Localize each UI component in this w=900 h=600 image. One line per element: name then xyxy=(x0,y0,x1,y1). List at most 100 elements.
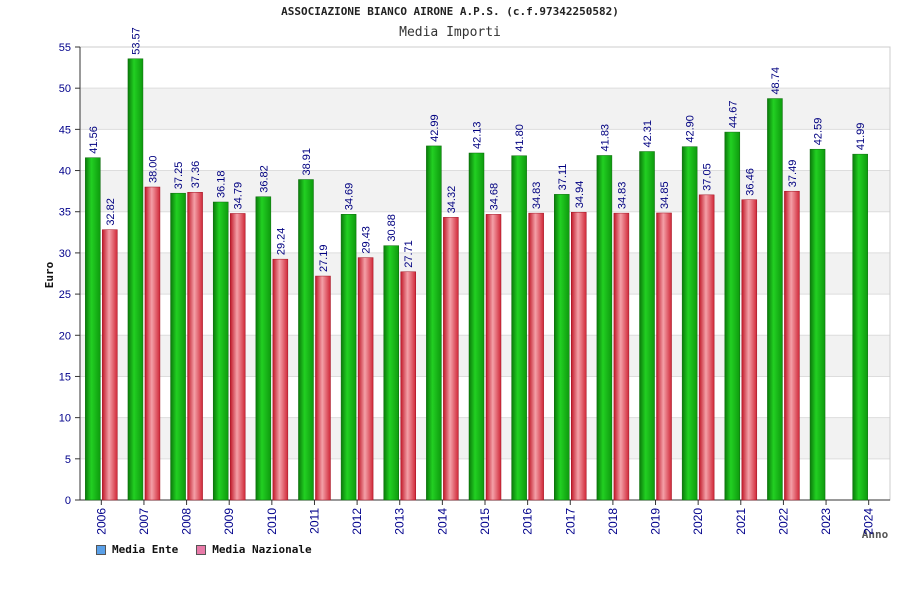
data-label-ente: 36.82 xyxy=(258,165,270,193)
bar-media-ente xyxy=(639,151,655,501)
bar-media-nazionale xyxy=(187,192,203,501)
grid-band xyxy=(80,88,890,130)
data-label-ente: 41.56 xyxy=(88,126,100,154)
bar-media-ente xyxy=(212,201,229,501)
bar-media-nazionale xyxy=(528,212,544,501)
bar-media-ente xyxy=(724,131,741,501)
data-label-nazionale: 29.24 xyxy=(275,228,287,256)
data-label-nazionale: 27.19 xyxy=(318,245,330,273)
chart-subtitle: Media Importi xyxy=(399,25,501,40)
bar-media-nazionale xyxy=(400,271,416,501)
legend-label-nazionale: Media Nazionale xyxy=(212,543,312,556)
bar-media-ente xyxy=(511,155,527,501)
bar-media-nazionale xyxy=(357,257,374,501)
x-tick-label: 2018 xyxy=(606,508,620,535)
x-tick-label: 2014 xyxy=(435,508,449,535)
data-label-ente: 42.13 xyxy=(472,121,484,149)
y-tick-label: 30 xyxy=(59,248,71,260)
data-label-ente: 53.57 xyxy=(130,27,142,55)
bar-media-nazionale xyxy=(102,229,118,501)
chart-title: ASSOCIAZIONE BIANCO AIRONE A.P.S. (c.f.9… xyxy=(281,5,619,18)
bar-media-nazionale xyxy=(698,194,715,501)
bar-media-ente xyxy=(340,214,357,501)
bar-media-ente xyxy=(298,179,314,501)
bar-media-ente xyxy=(127,58,144,501)
bar-media-nazionale xyxy=(613,212,630,501)
legend-item-ente: Media Ente xyxy=(96,543,178,556)
bar-media-ente xyxy=(468,152,485,501)
data-label-ente: 42.31 xyxy=(642,120,654,148)
bar-media-ente xyxy=(383,245,399,501)
data-label-nazionale: 34.79 xyxy=(233,182,245,210)
bar-media-ente xyxy=(809,148,826,501)
bar-media-nazionale xyxy=(443,217,459,501)
bar-media-ente xyxy=(85,157,101,501)
x-tick-label: 2013 xyxy=(393,508,407,535)
x-tick-label: 2015 xyxy=(478,508,492,535)
legend-swatch-nazionale xyxy=(196,544,207,555)
y-tick-label: 55 xyxy=(59,42,71,54)
y-tick-label: 20 xyxy=(59,330,71,342)
data-label-ente: 30.88 xyxy=(386,214,398,242)
bar-media-nazionale xyxy=(315,275,331,501)
y-tick-label: 40 xyxy=(59,166,71,178)
legend-swatch-ente xyxy=(96,544,106,555)
bar-media-nazionale xyxy=(144,186,161,501)
x-tick-label: 2020 xyxy=(691,508,705,535)
x-tick-label: 2021 xyxy=(734,508,748,535)
bar-media-nazionale xyxy=(229,213,246,501)
legend-item-nazionale: Media Nazionale xyxy=(196,543,312,556)
bar-media-ente xyxy=(767,98,783,501)
y-tick-label: 10 xyxy=(59,413,71,425)
data-label-nazionale: 32.82 xyxy=(105,198,117,226)
data-label-ente: 48.74 xyxy=(770,67,782,95)
x-tick-label: 2016 xyxy=(521,508,535,535)
bar-media-nazionale xyxy=(656,212,672,501)
data-label-nazionale: 37.36 xyxy=(190,161,202,189)
y-tick-label: 15 xyxy=(59,371,71,383)
data-label-ente: 42.99 xyxy=(429,114,441,142)
data-label-ente: 37.25 xyxy=(173,162,185,190)
data-label-nazionale: 37.05 xyxy=(702,163,714,191)
bar-media-nazionale xyxy=(784,190,800,501)
data-label-ente: 41.99 xyxy=(855,123,867,151)
bar-media-nazionale xyxy=(571,211,587,501)
data-label-nazionale: 34.32 xyxy=(446,186,458,214)
legend: Media Ente Media Nazionale xyxy=(96,543,312,556)
bar-media-ente xyxy=(426,145,442,501)
bar-media-ente xyxy=(681,146,698,501)
data-label-nazionale: 29.43 xyxy=(361,226,373,254)
data-label-ente: 42.59 xyxy=(813,118,825,146)
data-label-nazionale: 27.71 xyxy=(403,240,415,268)
bar-media-nazionale xyxy=(272,258,289,501)
y-tick-label: 0 xyxy=(65,495,71,507)
y-tick-label: 5 xyxy=(65,454,71,466)
x-tick-label: 2007 xyxy=(137,508,151,535)
bar-media-ente xyxy=(170,192,186,501)
y-axis-label: Euro xyxy=(43,261,56,288)
bars xyxy=(85,58,868,501)
data-label-ente: 41.80 xyxy=(514,124,526,152)
x-tick-label: 2023 xyxy=(819,508,833,535)
data-label-ente: 44.67 xyxy=(727,101,739,129)
y-tick-label: 45 xyxy=(59,124,71,136)
grid-band xyxy=(80,129,890,171)
bar-media-ente xyxy=(596,155,613,501)
data-label-ente: 37.11 xyxy=(557,164,569,191)
data-label-nazionale: 34.83 xyxy=(531,182,543,210)
grid-band xyxy=(80,47,890,89)
bar-media-nazionale xyxy=(485,214,502,501)
data-label-ente: 42.90 xyxy=(685,115,697,143)
data-label-nazionale: 34.68 xyxy=(489,183,501,211)
data-label-nazionale: 37.49 xyxy=(787,160,799,188)
data-label-nazionale: 36.46 xyxy=(744,168,756,196)
data-label-ente: 36.18 xyxy=(216,170,228,198)
y-tick-label: 25 xyxy=(59,289,71,301)
legend-label-ente: Media Ente xyxy=(112,543,179,556)
data-label-ente: 34.69 xyxy=(344,183,356,211)
x-tick-label: 2012 xyxy=(350,508,364,535)
x-tick-label: 2009 xyxy=(222,508,236,535)
bar-media-ente xyxy=(852,153,868,501)
axes: 0 5 10 15 20 25 30 35 40 45 50 55 Euro Anno 2006 2007 20… xyxy=(43,42,890,541)
